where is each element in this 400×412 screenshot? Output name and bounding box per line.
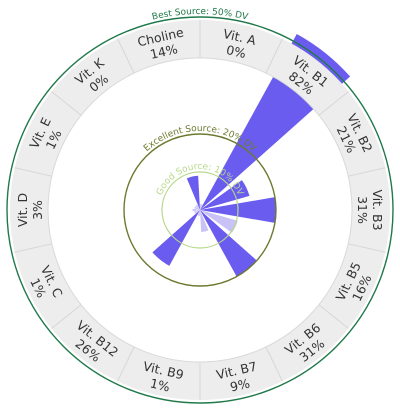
reference-rings	[123, 133, 277, 287]
bar-vit-b12	[152, 210, 200, 266]
segment-label-group: Vit. A0%	[222, 26, 258, 61]
segment-divider	[265, 38, 283, 74]
bar-vit-k	[195, 204, 200, 210]
bar-vit-c	[194, 210, 200, 214]
segment-divider	[14, 243, 52, 253]
bar-vit-a	[200, 204, 203, 210]
segment-divider	[348, 243, 386, 253]
segment-divider	[117, 38, 135, 74]
label-ring	[6, 16, 394, 404]
segment-value: 3%	[30, 200, 45, 220]
bar-vit-b7	[200, 210, 209, 233]
segment-name: Vit. A	[222, 26, 258, 48]
segment-value: 14%	[149, 41, 180, 62]
label-ring-inner-edge	[47, 57, 353, 363]
bar-vit-b9	[197, 210, 200, 216]
segment-divider	[348, 167, 386, 177]
segment-value: 9%	[229, 375, 252, 394]
bar-vit-b5	[200, 210, 238, 233]
segment-divider	[318, 91, 349, 116]
bar-vit-b2	[200, 180, 250, 210]
segment-divider	[51, 91, 82, 116]
segment-name: Vit. B3	[370, 189, 385, 230]
segment-value: 31%	[355, 196, 370, 224]
ref-circle-10	[161, 171, 239, 249]
segment-label-group: Vit. B79%	[215, 358, 258, 394]
segment-label-group: Vit. D 3%	[15, 193, 45, 227]
bar-vit-b6	[200, 210, 257, 277]
segment-divider	[318, 304, 349, 329]
bar-vit-d	[192, 208, 200, 212]
segment-label-group: Vit. B91%	[142, 358, 185, 394]
segment-divider	[265, 346, 283, 382]
bar-vit-e	[194, 206, 200, 210]
segment-value: 1%	[149, 375, 172, 394]
segment-value: 0%	[225, 42, 248, 61]
segment-divider	[117, 346, 135, 382]
ref-circle-50	[6, 16, 394, 404]
segment-name: Vit. D	[15, 193, 30, 227]
segment-divider	[51, 304, 82, 329]
segment-divider	[14, 167, 52, 177]
bar-choline	[186, 175, 200, 210]
ref-circle-20	[123, 133, 277, 287]
